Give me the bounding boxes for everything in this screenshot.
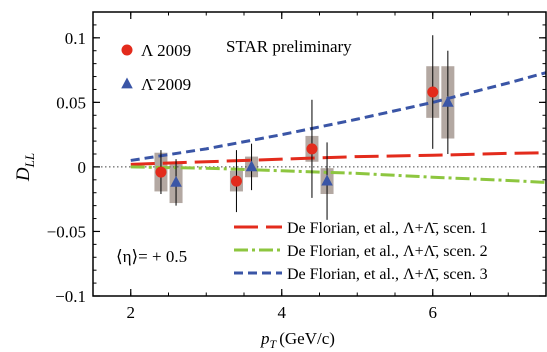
legend-marker-series-1 (121, 77, 133, 89)
x-tick-label-1: 4 (278, 303, 287, 322)
legend-label-series-1: Λ̄ 2009 (141, 75, 191, 94)
data-point-s0-p0 (155, 166, 167, 178)
data-point-s1-p3 (442, 95, 454, 107)
y-axis-title-main: D (13, 167, 34, 182)
y-tick-label-1: −0.05 (47, 222, 86, 241)
theory-curves-layer (130, 71, 547, 184)
x-tick-label-2: 6 (429, 303, 438, 322)
x-tick-label-0: 2 (127, 303, 136, 322)
theory-curve-scen-1 (130, 151, 547, 166)
data-point-s0-p2 (306, 143, 318, 155)
legend-label-series-0: Λ 2009 (141, 41, 191, 60)
axes-layer: −0.1 −0.05 0 0.05 0.1 2 4 6 (47, 11, 547, 322)
legend-marker-series-0 (121, 44, 133, 56)
data-markers-layer (155, 86, 454, 187)
experiment-label: STAR preliminary (226, 37, 352, 56)
data-point-s1-p2 (321, 174, 333, 186)
systematic-boxes-layer (154, 66, 455, 204)
theory-curve-scen-2 (130, 165, 547, 184)
y-tick-label-2: 0 (78, 158, 87, 177)
y-tick-label-4: 0.1 (65, 29, 86, 48)
y-axis-title-sub: LL (22, 153, 37, 168)
y-axis-title: DLL (13, 153, 37, 182)
x-axis-title-main: p (260, 329, 270, 348)
y-tick-label-3: 0.05 (56, 93, 86, 112)
x-axis-title-sub: T (270, 337, 278, 351)
legend-label-scen-1: De Florian, et al., Λ+Λ̄, scen. 1 (287, 220, 488, 237)
theory-curve-scen-3 (130, 71, 547, 162)
legend-label-scen-3: De Florian, et al., Λ+Λ̄, scen. 3 (287, 266, 488, 283)
legend-label-scen-2: De Florian, et al., Λ+Λ̄, scen. 2 (287, 243, 488, 260)
x-axis-title-unit: (GeV/c) (279, 329, 335, 348)
eta-label: ⟨η⟩= + 0.5 (116, 247, 187, 266)
data-point-s0-p3 (427, 86, 439, 98)
annotations-layer: STAR preliminary ⟨η⟩= + 0.5 DLL pT (GeV/c… (13, 37, 352, 351)
data-point-s1-p1 (245, 160, 258, 172)
data-point-s0-p1 (230, 175, 242, 187)
data-point-s1-p0 (170, 175, 182, 187)
legend: Λ 2009 Λ̄ 2009 De Florian, et al., Λ+Λ̄, s… (121, 41, 488, 283)
y-tick-label-0: −0.1 (55, 287, 86, 306)
error-bars-layer (160, 35, 449, 220)
x-axis-title: pT (GeV/c) (260, 329, 335, 351)
